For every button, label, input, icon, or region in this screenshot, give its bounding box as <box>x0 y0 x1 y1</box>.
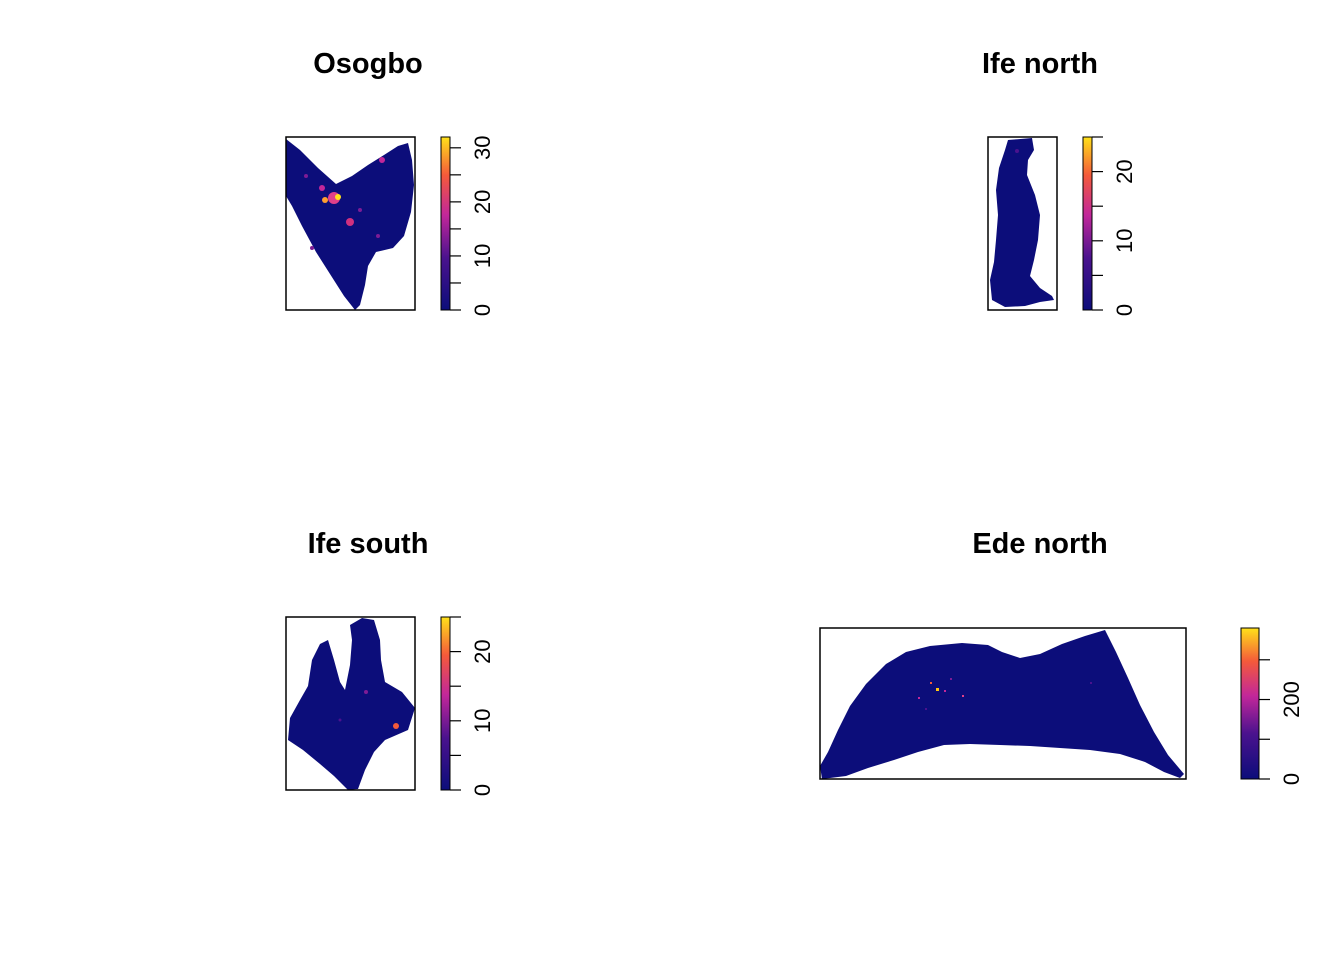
hotspots-osogbo <box>304 157 385 250</box>
panel-title-ede-north: Ede north <box>972 528 1108 560</box>
hotspot <box>950 678 952 680</box>
legend-tick-label: 200 <box>1279 681 1304 718</box>
map-ife-north: 0 10 20 <box>987 136 1137 316</box>
legend-tick-label: 10 <box>470 709 495 733</box>
hotspot <box>319 185 325 191</box>
hotspot <box>376 234 380 238</box>
hotspot <box>364 690 368 694</box>
hotspot <box>304 174 308 178</box>
legend-osogbo: 0 10 20 30 <box>440 136 495 316</box>
hotspots-ede-north <box>918 678 1092 710</box>
hotspot <box>918 697 920 699</box>
hotspot <box>1015 149 1019 153</box>
legend-bar <box>440 136 451 311</box>
legend-tick-label: 0 <box>470 304 495 316</box>
legend-tick-label: 20 <box>470 190 495 214</box>
map-frame-ife-north <box>987 136 1058 311</box>
hotspot <box>338 718 342 722</box>
legend-tick-label: 20 <box>1112 159 1137 183</box>
region-shape-ife-south <box>288 618 415 790</box>
map-osogbo: 0 10 20 30 <box>285 136 495 316</box>
legend-ife-north: 0 10 20 <box>1082 136 1137 316</box>
hotspot <box>936 688 939 691</box>
panel-title-ife-south: Ife south <box>307 528 429 560</box>
legend-tick-label: 0 <box>1279 773 1304 785</box>
region-shape-ife-north <box>990 138 1054 307</box>
legend-tick-label: 0 <box>470 784 495 796</box>
hotspot <box>310 246 314 250</box>
panel-title-ife-north: Ife north <box>982 48 1098 80</box>
hotspot <box>358 208 362 212</box>
legend-tick-label: 10 <box>470 244 495 268</box>
hotspot <box>335 194 341 200</box>
legend-tick-label: 20 <box>470 639 495 663</box>
legend-bar <box>440 616 451 791</box>
legend-ede-north: 0 200 <box>1240 627 1304 785</box>
hotspot <box>925 708 927 710</box>
legend-tick-label: 10 <box>1112 229 1137 253</box>
map-frame-osogbo <box>285 136 416 311</box>
legend-bar <box>1240 627 1260 780</box>
map-frame-ife-south <box>285 616 416 791</box>
hotspot <box>379 157 385 163</box>
panel-title-osogbo: Osogbo <box>313 48 423 80</box>
hotspot <box>944 690 946 692</box>
map-ife-south: 0 10 20 <box>285 616 495 796</box>
legend-tick-label: 30 <box>470 136 495 160</box>
hotspot <box>1090 682 1092 684</box>
legend-ife-south: 0 10 20 <box>440 616 495 796</box>
hotspot <box>346 218 354 226</box>
legend-tick-label: 0 <box>1112 304 1137 316</box>
legend-bar <box>1082 136 1093 311</box>
hotspot <box>930 682 932 684</box>
region-shape-ede-north <box>820 630 1184 779</box>
hotspot <box>393 723 399 729</box>
hotspot <box>322 197 328 203</box>
map-ede-north: 0 200 <box>819 627 1304 785</box>
map-frame-ede-north <box>819 627 1187 780</box>
hotspot <box>962 695 964 697</box>
